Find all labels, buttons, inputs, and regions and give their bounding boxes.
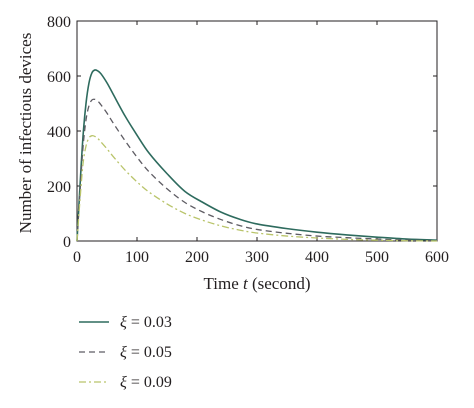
legend-value: = 0.03 bbox=[127, 314, 172, 331]
legend-value: = 0.09 bbox=[127, 374, 172, 391]
x-tick-label: 0 bbox=[73, 249, 81, 266]
x-tick-label: 600 bbox=[425, 249, 449, 266]
y-tick-label: 800 bbox=[47, 14, 71, 31]
x-tick-label: 200 bbox=[185, 249, 209, 266]
x-axis-title-prefix: Time bbox=[203, 274, 243, 293]
legend-symbol: ξ bbox=[120, 344, 127, 361]
x-tick-label: 100 bbox=[125, 249, 149, 266]
x-axis-ticks: 0 100 200 300 400 500 600 bbox=[73, 21, 449, 266]
y-tick-label: 0 bbox=[63, 234, 71, 251]
series-line-3 bbox=[76, 134, 438, 242]
y-axis-ticks: 0 200 400 600 800 bbox=[47, 14, 437, 251]
series-line-1 bbox=[76, 69, 438, 242]
y-tick-label: 600 bbox=[47, 69, 71, 86]
legend-value: = 0.05 bbox=[127, 344, 172, 361]
x-tick-label: 500 bbox=[365, 249, 389, 266]
x-axis-title-variable: t bbox=[243, 274, 249, 293]
x-tick-label: 300 bbox=[245, 249, 269, 266]
legend-label-3: ξ = 0.09 bbox=[120, 374, 172, 391]
series-line-2 bbox=[76, 98, 438, 242]
plot-border bbox=[76, 20, 438, 242]
x-tick-label: 400 bbox=[305, 249, 329, 266]
y-tick-label: 400 bbox=[47, 124, 71, 141]
x-axis-title-suffix: (second) bbox=[248, 274, 311, 293]
legend-label-1: ξ = 0.03 bbox=[120, 314, 172, 331]
legend-label-2: ξ = 0.05 bbox=[120, 344, 172, 361]
series-lines bbox=[76, 69, 438, 242]
legend-symbol: ξ bbox=[120, 314, 127, 331]
y-axis-title: Number of infectious devices bbox=[16, 33, 35, 234]
plot-frame bbox=[76, 20, 438, 242]
y-tick-label: 200 bbox=[47, 179, 71, 196]
x-axis-title: Time t (second) bbox=[203, 274, 310, 293]
legend-symbol: ξ bbox=[120, 374, 127, 391]
legend: ξ = 0.03ξ = 0.05ξ = 0.09 bbox=[79, 314, 172, 391]
